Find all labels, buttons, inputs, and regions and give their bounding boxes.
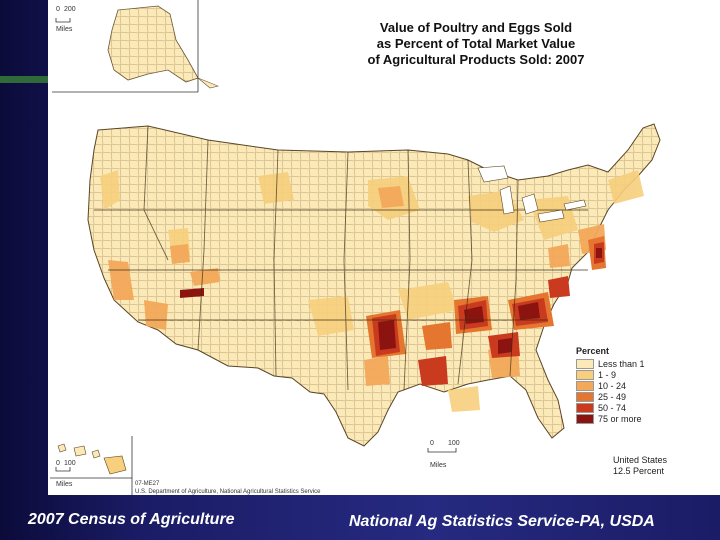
legend-item: 50 - 74 — [576, 402, 686, 413]
credit-line-1: 07-ME27 — [135, 481, 160, 487]
legend-label: 75 or more — [598, 413, 642, 424]
footer-left-text: 2007 Census of Agriculture — [28, 511, 235, 528]
alaska-inset — [52, 0, 219, 93]
title-line-2: as Percent of Total Market Value — [376, 36, 576, 51]
hawaii-inset — [50, 436, 133, 495]
legend-label: 50 - 74 — [598, 402, 627, 413]
legend-item: 75 or more — [576, 413, 686, 424]
legend-swatch — [576, 380, 594, 391]
credit-text: 07-ME27 U.S. Department of Agriculture, … — [135, 480, 320, 496]
legend-swatch — [576, 358, 594, 369]
map-title: Value of Poultry and Eggs Sold as Percen… — [326, 20, 626, 68]
alaska-scale-zero: 0 — [56, 6, 60, 13]
legend-label: Less than 1 — [598, 358, 645, 369]
contiguous-us-map — [87, 123, 661, 447]
main-scale-bar — [427, 448, 457, 453]
main-scale-unit: Miles — [430, 462, 447, 469]
hawaii-scale-value: 100 — [64, 460, 76, 467]
main-scale-value: 100 — [448, 440, 460, 447]
legend-swatch — [576, 369, 594, 380]
note-line-2: 12.5 Percent — [613, 466, 665, 476]
title-line-3: of Agricultural Products Sold: 2007 — [367, 52, 585, 67]
hawaii-scale-unit: Miles — [56, 481, 73, 488]
legend-swatch — [576, 391, 594, 402]
legend-item: 10 - 24 — [576, 380, 686, 391]
legend-label: 25 - 49 — [598, 391, 627, 402]
legend-item: Less than 1 — [576, 358, 686, 369]
note-line-1: United States — [613, 455, 668, 465]
legend-item: 25 - 49 — [576, 391, 686, 402]
legend-swatch — [576, 413, 594, 424]
title-line-1: Value of Poultry and Eggs Sold — [379, 20, 573, 35]
legend-swatch — [576, 402, 594, 413]
main-scale-zero: 0 — [430, 440, 434, 447]
legend-label: 10 - 24 — [598, 380, 627, 391]
legend-label: 1 - 9 — [598, 369, 617, 380]
us-total-note: United States 12.5 Percent — [613, 455, 667, 477]
credit-line-2: U.S. Department of Agriculture, National… — [135, 489, 321, 495]
legend-item: 1 - 9 — [576, 369, 686, 380]
map-graphic — [50, 0, 661, 495]
footer-right-text: National Ag Statistics Service-PA, USDA — [349, 513, 655, 530]
green-accent-bar — [0, 76, 48, 83]
legend-title: Percent — [576, 346, 610, 356]
alaska-scale-value: 200 — [64, 6, 76, 13]
alaska-scale-unit: Miles — [56, 26, 73, 33]
map-panel: 0 200 Miles 0 100 Miles 0 100 Miles Valu… — [48, 0, 720, 495]
hawaii-scale-zero: 0 — [56, 460, 60, 467]
